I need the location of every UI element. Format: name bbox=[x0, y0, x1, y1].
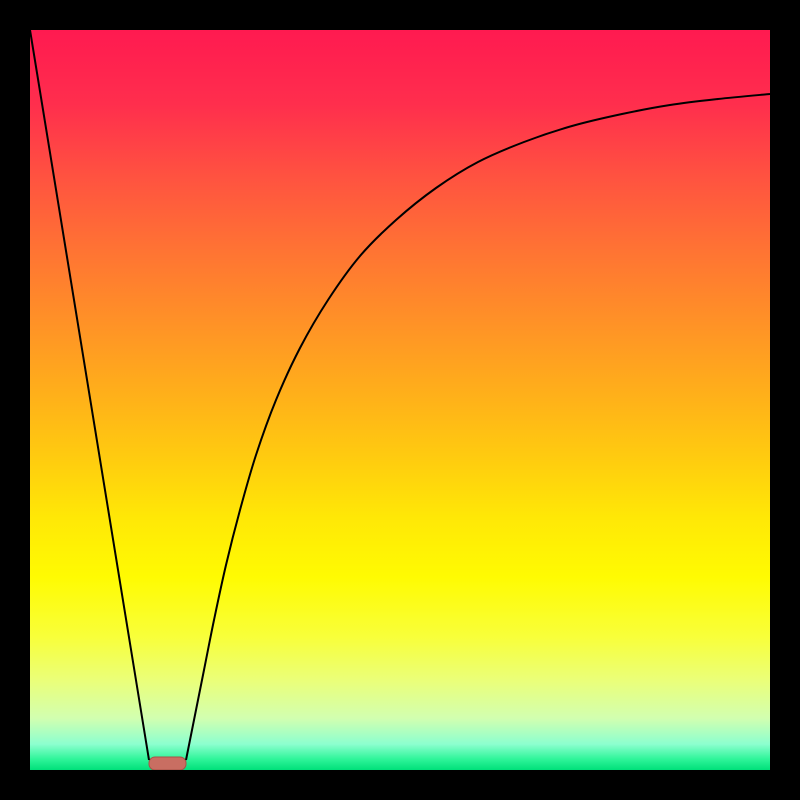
border-left bbox=[0, 0, 30, 800]
border-right bbox=[770, 0, 800, 800]
chart-frame: TheBottleneck.com bbox=[0, 0, 800, 800]
border-overlay bbox=[0, 0, 800, 800]
border-bottom bbox=[0, 770, 800, 800]
border-top bbox=[0, 0, 800, 30]
